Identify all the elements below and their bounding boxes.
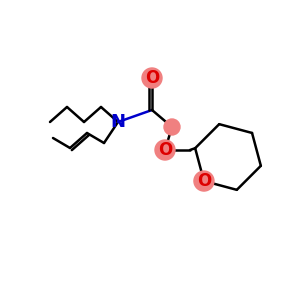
Circle shape [155,140,175,160]
Text: N: N [110,113,125,131]
Text: O: O [145,69,159,87]
Circle shape [194,171,214,191]
Text: O: O [197,172,211,190]
Circle shape [164,119,180,135]
Text: O: O [158,141,172,159]
Circle shape [142,68,162,88]
